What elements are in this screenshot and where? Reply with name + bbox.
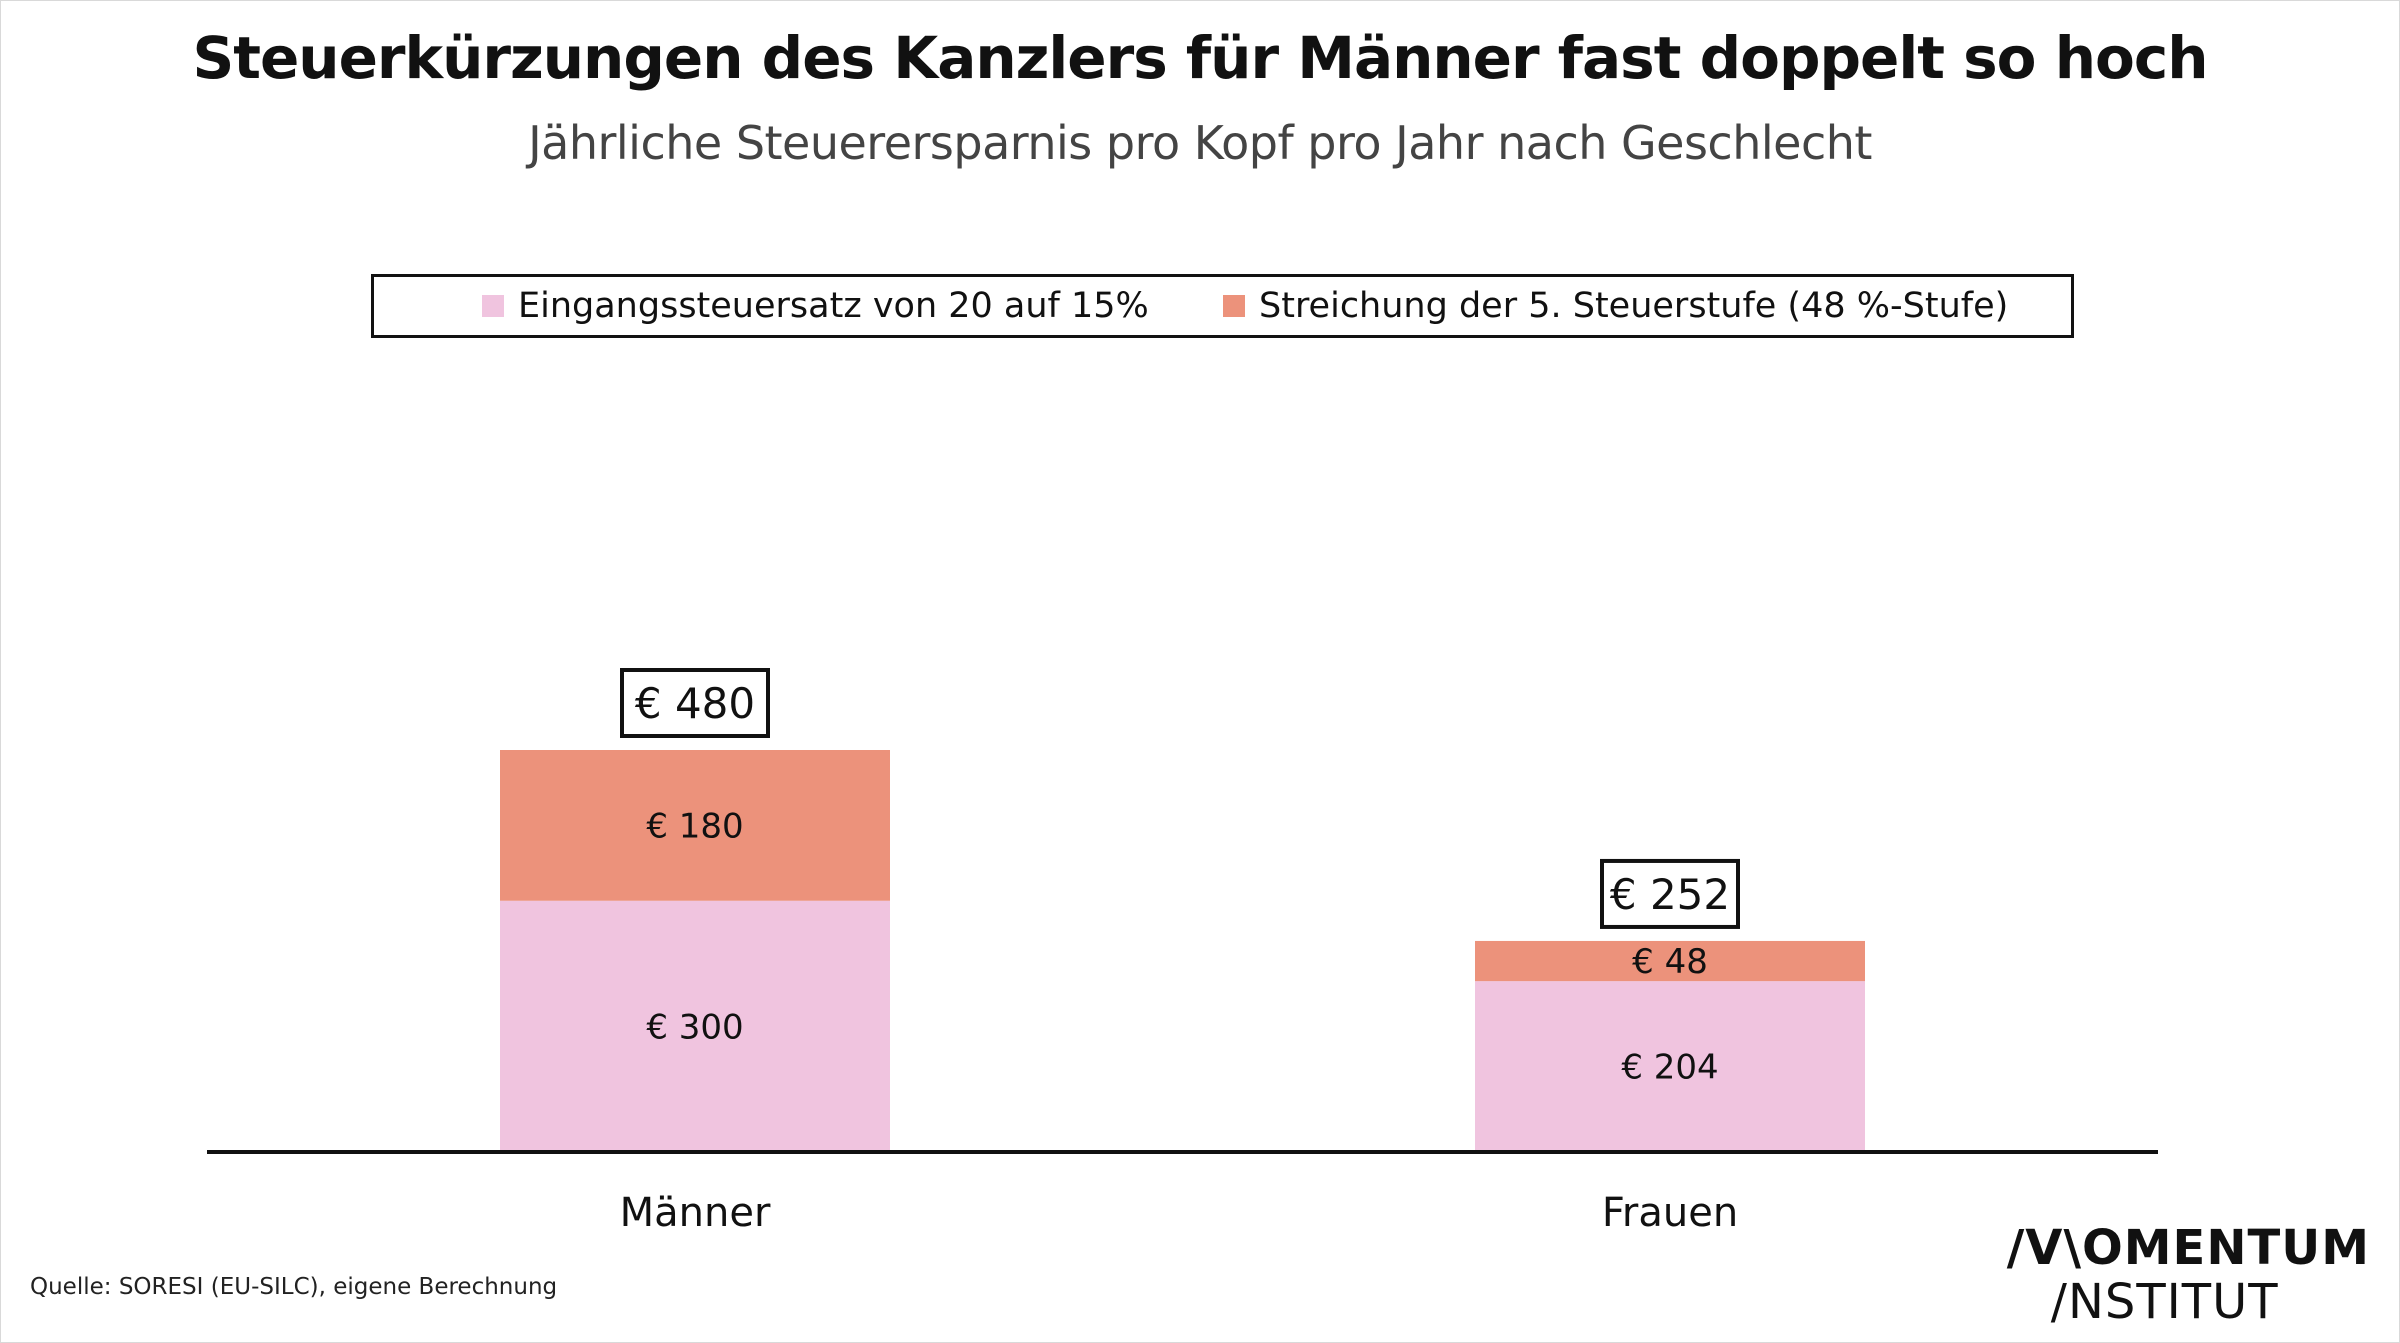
- chart-title: Steuerkürzungen des Kanzlers für Männer …: [192, 24, 2208, 92]
- logo-line-1: /V\OMENTUM: [2006, 1220, 2370, 1276]
- logo-line-2: /NSTITUT: [2050, 1274, 2279, 1330]
- total-value-label: € 480: [635, 679, 755, 728]
- source-note: Quelle: SORESI (EU-SILC), eigene Berechn…: [30, 1274, 558, 1300]
- bar-value-label: € 300: [646, 1007, 743, 1047]
- momentum-logo: /V\OMENTUM /NSTITUT: [2007, 1224, 2370, 1326]
- bar-value-label: € 204: [1621, 1048, 1718, 1088]
- legend-label-streichung: Streichung der 5. Steuerstufe (48 %-Stuf…: [1259, 286, 2009, 326]
- category-label-männer: Männer: [620, 1190, 771, 1236]
- bar-eingangssteuersatz-frauen: [1475, 981, 1865, 1152]
- category-label-frauen: Frauen: [1602, 1190, 1738, 1236]
- legend-item-eingangssteuersatz: Eingangssteuersatz von 20 auf 15%: [482, 277, 1149, 335]
- bar-streichung-frauen: [1475, 940, 1865, 982]
- bar-value-label: € 48: [1632, 942, 1708, 982]
- legend-item-streichung: Streichung der 5. Steuerstufe (48 %-Stuf…: [1223, 277, 2008, 335]
- legend-swatch-streichung: [1223, 295, 1245, 317]
- bar-streichung-männer: [500, 750, 890, 901]
- bar-eingangssteuersatz-männer: [500, 900, 890, 1152]
- bar-value-label: € 180: [646, 806, 743, 846]
- chart-subtitle: Jährliche Steuerersparnis pro Kopf pro J…: [528, 116, 1872, 170]
- total-label-box: [1600, 858, 1740, 929]
- legend-swatch-eingangssteuersatz: [482, 295, 504, 317]
- legend: Eingangssteuersatz von 20 auf 15% Streic…: [371, 274, 2074, 338]
- legend-label-eingangssteuersatz: Eingangssteuersatz von 20 auf 15%: [518, 286, 1149, 326]
- total-label-box: [620, 668, 770, 738]
- total-value-label: € 252: [1610, 870, 1730, 919]
